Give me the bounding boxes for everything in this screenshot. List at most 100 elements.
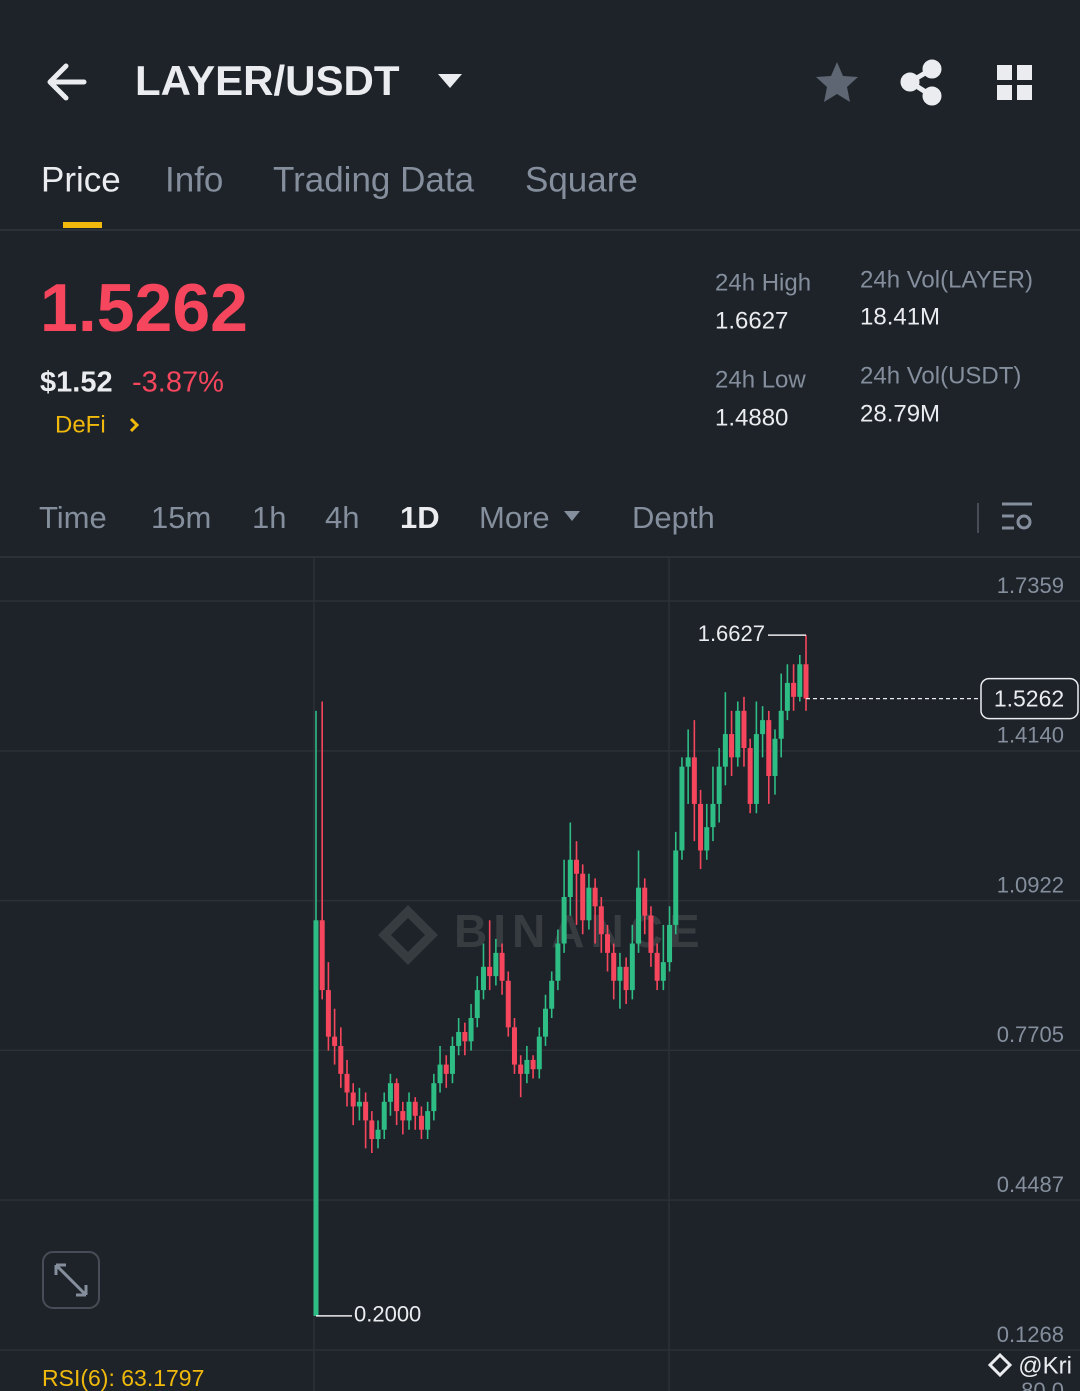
interval[interactable]: Depth: [632, 500, 715, 535]
candle-body: [710, 803, 716, 828]
candle-body: [375, 1129, 381, 1140]
candle-body: [747, 748, 753, 804]
candle-body: [356, 1101, 362, 1107]
sector-tag[interactable]: DeFi: [55, 411, 106, 438]
y-tick-label: 0.4487: [997, 1172, 1064, 1197]
share-dot: [922, 59, 942, 79]
candle-body: [505, 980, 511, 1028]
usd-price: $1.52: [40, 367, 113, 399]
low-label: 0.2000: [354, 1302, 421, 1327]
candle-body: [648, 915, 654, 953]
y-tick-label: 0.7705: [997, 1022, 1064, 1047]
interval-active[interactable]: 1D: [400, 500, 440, 535]
candle-body: [536, 1036, 542, 1070]
y-tick-label: 1.7359: [997, 573, 1064, 598]
candle-body: [381, 1101, 387, 1130]
grid-cell: [997, 65, 1012, 80]
candle-body: [735, 710, 741, 758]
interval[interactable]: More: [479, 500, 550, 535]
candle-body: [499, 952, 505, 981]
candle-body: [412, 1101, 418, 1116]
interval[interactable]: Time: [39, 500, 107, 535]
candle-body: [555, 943, 561, 981]
tab-active[interactable]: Price: [41, 160, 121, 199]
candle-body: [629, 943, 635, 991]
rsi-axis-label: 80.0: [1021, 1378, 1064, 1391]
candle-body: [561, 896, 567, 944]
candle-body: [772, 738, 778, 776]
candle-body: [679, 766, 685, 851]
stat-label: 24h High: [715, 269, 811, 296]
interval[interactable]: 1h: [252, 500, 286, 535]
candle-body: [344, 1073, 350, 1093]
tab[interactable]: Info: [165, 160, 223, 199]
stat-value: 28.79M: [860, 400, 940, 427]
sector-chevron: [129, 417, 140, 433]
candle-body: [580, 873, 586, 921]
candle-body: [704, 827, 710, 851]
tab[interactable]: Square: [525, 160, 638, 199]
candle-body: [574, 859, 580, 874]
candle-body: [443, 1064, 449, 1074]
stat-value: 1.6627: [715, 307, 788, 334]
candle-body: [617, 966, 623, 981]
more-dropdown[interactable]: [564, 511, 580, 521]
candle-body: [400, 1111, 406, 1121]
candle-body: [325, 990, 331, 1037]
share-dot: [900, 72, 920, 92]
expand-button[interactable]: [42, 1251, 100, 1309]
candle-body: [642, 887, 648, 916]
share-icon[interactable]: [900, 59, 942, 106]
candle-body: [636, 887, 642, 944]
stat-label: 24h Low: [715, 366, 806, 393]
grid-cell: [997, 85, 1012, 100]
candle-body: [654, 952, 660, 981]
candle-body: [716, 766, 722, 804]
high-label: 1.6627: [698, 621, 765, 646]
candle-body: [363, 1101, 369, 1121]
candle-body: [474, 990, 480, 1019]
grid-menu-icon[interactable]: [997, 65, 1032, 100]
candle-body: [598, 906, 604, 935]
grid-cell: [1017, 65, 1032, 80]
candle-body: [760, 720, 766, 735]
candle-body: [685, 757, 691, 767]
stat-label: 24h Vol(LAYER): [860, 266, 1033, 293]
candle-body: [437, 1064, 443, 1084]
candle-body: [586, 887, 592, 921]
candle-body: [797, 664, 803, 697]
candle-body: [722, 734, 728, 767]
candle-body: [338, 1045, 344, 1074]
candle-body: [784, 682, 790, 711]
candle-body: [319, 920, 325, 991]
favorite-icon[interactable]: [816, 62, 858, 102]
candle-body: [511, 1027, 517, 1065]
back-button[interactable]: [47, 63, 87, 101]
candle-body: [518, 1064, 524, 1074]
candle-body: [493, 952, 499, 977]
candle-body: [660, 962, 666, 981]
chart-settings-icon[interactable]: [1002, 502, 1032, 530]
candlestick-chart: BINANCE 1.73591.41401.09220.77050.44870.…: [0, 558, 1080, 1391]
stat-value: 18.41M: [860, 303, 940, 330]
back-arrow: [47, 63, 87, 101]
candle-body: [487, 966, 493, 977]
share-dot: [922, 86, 942, 106]
candle-body: [605, 934, 611, 953]
candle-body: [778, 710, 784, 739]
interval[interactable]: 15m: [151, 500, 211, 535]
pair-dropdown[interactable]: [438, 74, 462, 88]
candle-body: [530, 1059, 536, 1070]
interval[interactable]: 4h: [325, 500, 359, 535]
pair-title[interactable]: LAYER/USDT: [135, 57, 400, 104]
candle-body: [406, 1101, 412, 1121]
candle-body: [667, 924, 673, 963]
candle-body: [524, 1059, 530, 1074]
expand-arrows: [54, 1263, 88, 1297]
candle-body: [549, 980, 555, 1009]
candle-body: [387, 1083, 393, 1102]
tab[interactable]: Trading Data: [273, 160, 475, 199]
candle-body: [369, 1120, 375, 1140]
candle-body: [691, 757, 697, 804]
